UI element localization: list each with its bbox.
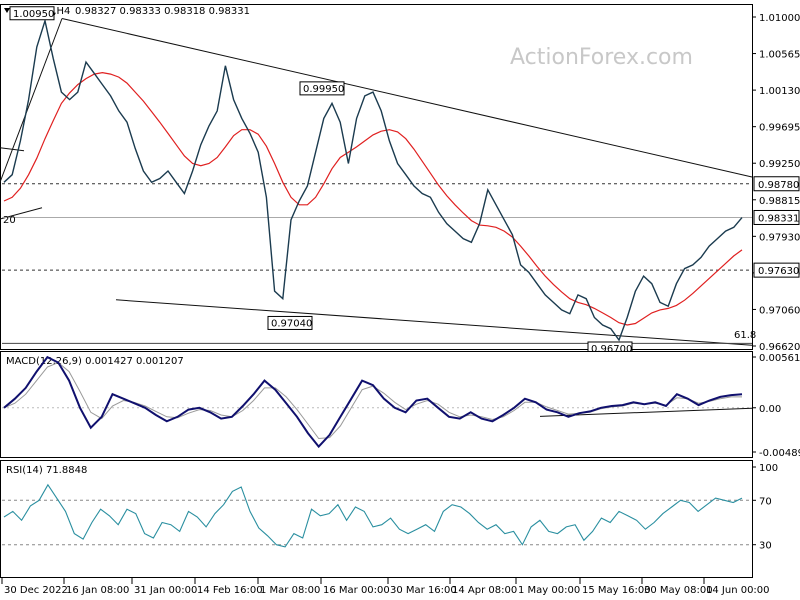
rsi-layer: 100 70 30 (2, 463, 778, 552)
price-panel-frame (0, 4, 753, 350)
rsi-title: RSI(14) 71.8848 (6, 465, 87, 476)
x-tick-label: 14 Apr 08:00 (452, 585, 517, 596)
x-tick-label: 1 Mar 08:00 (260, 585, 320, 596)
price-y-tick-label: 0.96620 (759, 342, 800, 353)
price-boxed-label-3: 0.96700 (591, 344, 632, 355)
price-y-tick-label: 1.00130 (759, 86, 800, 97)
rsi-panel: RSI(14) 71.8848 100 70 30 (0, 460, 778, 578)
macd-panel: MACD(12,26,9) 0.001427 0.001207 0.005615… (0, 351, 800, 459)
macd-panel-frame (0, 351, 753, 458)
price-boxed-label-0: 1.00950 (13, 9, 54, 20)
price-boxed-label-1: 0.99950 (303, 84, 344, 95)
x-tick-label: 15 May 16:00 (582, 585, 651, 596)
trend-line-upper-left (0, 18, 63, 183)
price-y-tick-label: 0.97060 (759, 305, 800, 316)
rsi-line (3, 483, 743, 548)
x-tick-label: 1 May 00:00 (518, 585, 580, 596)
level-label-2: 0.97630 (758, 266, 799, 277)
ohlc-label: 0.98327 0.98333 0.98318 0.98331 (75, 6, 250, 17)
macd-y-tick-label: -0.004892 (759, 448, 800, 459)
level-label-box-0 (753, 176, 800, 192)
x-tick-label: 16 Mar 00:00 (323, 585, 390, 596)
price-boxed-label-2: 0.97040 (271, 318, 312, 329)
x-tick-label: 14 Feb 16:00 (197, 585, 263, 596)
ma-line (3, 71, 743, 326)
x-tick-label: 30 Dec 2022 (4, 585, 68, 596)
x-tick-label: 30 Mar 16:00 (390, 585, 457, 596)
ma-period-annotation: 20 (3, 215, 16, 226)
price-y-tick-label: 0.99695 (759, 123, 800, 134)
watermark: ActionForex.com (510, 45, 693, 70)
level-label-box-2 (753, 262, 800, 278)
fib-annotation: 61.8 (734, 330, 756, 341)
price-y-tick-label: 0.97930 (759, 232, 800, 243)
price-y-tick-label: 1.00565 (759, 50, 800, 61)
macd-title: MACD(12,26,9) 0.001427 0.001207 (6, 356, 184, 367)
price-y-tick-label: 0.98815 (759, 196, 800, 207)
trend-line-lower (115, 299, 753, 346)
macd-y-tick-label: 0.00 (759, 404, 781, 415)
price-panel: ActionForex.com EURCHF,H4 0.98327 0.9833… (0, 4, 800, 356)
rsi-panel-frame (0, 460, 753, 578)
rsi-y-tick-label: 100 (759, 463, 778, 474)
price-y-tick-label: 0.99250 (759, 159, 800, 170)
level-label-box-1 (753, 209, 800, 225)
level-label-1: 0.98331 (758, 213, 799, 224)
x-tick-label: 16 Jan 08:00 (66, 585, 129, 596)
trend-line-stub (0, 147, 25, 152)
x-tick-label: 14 Jun 00:00 (706, 585, 770, 596)
trend-line-falling (61, 18, 753, 178)
rsi-y-tick-label: 30 (759, 541, 772, 552)
price-y-tick-label: 1.01000 (759, 13, 800, 24)
price-layer: 1.01000 1.00565 1.00130 0.99695 0.99250 0.988… (0, 6, 800, 356)
macd-layer: 0.005615 0.00 -0.004892 (2, 353, 800, 459)
price-boxed-label-box-0 (9, 6, 55, 21)
price-boxed-label-box-1 (299, 81, 345, 96)
collapse-triangle-icon[interactable] (4, 8, 10, 13)
x-tick-label: 31 Jan 00:00 (134, 585, 197, 596)
price-line (3, 18, 743, 342)
price-boxed-label-box-2 (267, 315, 313, 330)
macd-line (3, 355, 743, 449)
x-tick-label: 30 May 08:00 (644, 585, 713, 596)
rsi-y-tick-label: 70 (759, 496, 772, 507)
level-label-0: 0.98780 (758, 180, 799, 191)
macd-y-tick-label: 0.005615 (759, 353, 800, 364)
